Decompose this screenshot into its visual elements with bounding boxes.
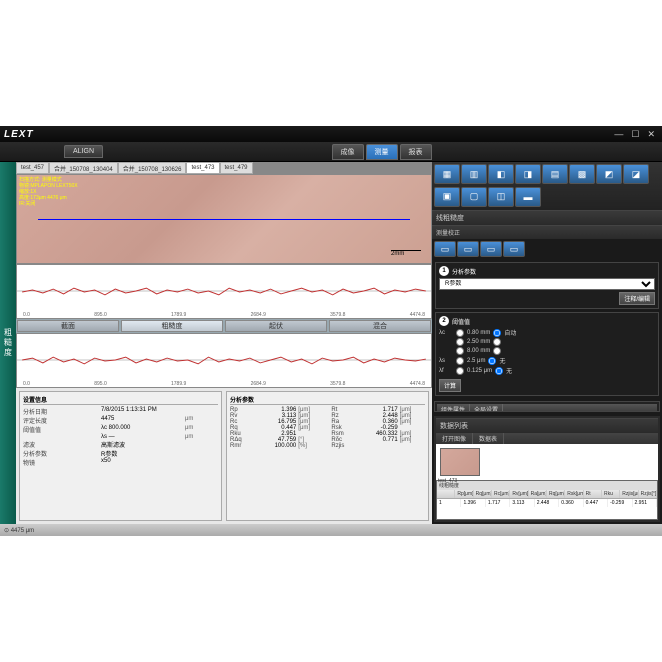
image-overlay-info: 扫描方式: 测量模式 物镜:MPLAPON LEXT50X 缩放:1X 高度:1… xyxy=(19,177,78,207)
param-select[interactable]: R参数 xyxy=(439,278,655,290)
data-tab-table[interactable]: 数据表 xyxy=(473,433,504,444)
sub-section-header: 测量校正 xyxy=(432,225,662,239)
tool-icon[interactable]: ▢ xyxy=(461,187,487,207)
scale-bar: 2mm xyxy=(391,250,421,257)
file-tabs: test_457 合并_150708_130404 合并_150708_1306… xyxy=(16,162,432,174)
tab-report[interactable]: 报表 xyxy=(400,144,432,160)
file-tab[interactable]: test_473 xyxy=(186,162,219,174)
tool-icon[interactable]: ◩ xyxy=(596,164,622,184)
table-title: 线粗糙度 xyxy=(437,481,657,490)
data-tab-images[interactable]: 打开图像 xyxy=(436,433,473,444)
tab-imaging[interactable]: 成像 xyxy=(332,144,364,160)
sub-tab-roughness[interactable]: 粗糙度 xyxy=(121,320,223,332)
tool-icon[interactable]: ◫ xyxy=(488,187,514,207)
sample-image[interactable]: 扫描方式: 测量模式 物镜:MPLAPON LEXT50X 缩放:1X 高度:1… xyxy=(16,174,432,264)
correction-tool-icon[interactable]: ▭ xyxy=(457,241,479,257)
correction-tool-icon[interactable]: ▭ xyxy=(480,241,502,257)
props-tab[interactable]: 全局设置 xyxy=(470,404,503,412)
main-toolbar: ALIGN 成像 测量 报表 xyxy=(0,142,662,162)
props-tab[interactable]: 组件属性 xyxy=(437,404,470,412)
group-threshold: 2阈值值 λc0.80 mm自动2.50 mm8.00 mmλs2.5 μm无λ… xyxy=(435,312,659,396)
tab-align[interactable]: ALIGN xyxy=(64,145,103,158)
analysis-results: 分析参数 Rp1.396[μm]Rt1.717[μm]Rv3.113[μm]Rz… xyxy=(226,391,429,521)
file-tab[interactable]: 合并_150708_130404 xyxy=(49,162,118,174)
sub-tab-mixed[interactable]: 混合 xyxy=(329,320,431,332)
tab-measure[interactable]: 测量 xyxy=(366,144,398,160)
chart-axis: 0.0895.01789.92684.93579.84474.8 xyxy=(17,312,431,318)
titlebar: LEXT — ☐ ✕ xyxy=(0,126,662,142)
bottom-info-panel: 设置信息 分析日期7/8/2015 1:13:31 PM评定长度4475μm阈值… xyxy=(16,388,432,524)
calculate-button[interactable]: 计算 xyxy=(439,379,461,392)
correction-tool-icon[interactable]: ▭ xyxy=(503,241,525,257)
tool-icon[interactable]: ◧ xyxy=(488,164,514,184)
scan-line[interactable] xyxy=(38,219,411,220)
sub-tab-section[interactable]: 截面 xyxy=(17,320,119,332)
settings-info: 设置信息 分析日期7/8/2015 1:13:31 PM评定长度4475μm阈值… xyxy=(19,391,222,521)
tool-icon[interactable]: ◨ xyxy=(515,164,541,184)
tool-icon[interactable]: ▬ xyxy=(515,187,541,207)
section-header: 线粗糙度 xyxy=(432,210,662,225)
main-area: 粗糙度 test_457 合并_150708_130404 合并_150708_… xyxy=(0,162,662,524)
data-table[interactable]: 线粗糙度 Rp[μm]Rq[μm]Rc[μm]Rv[μm]Ra[μm]Rq[μm… xyxy=(436,480,658,520)
profile-chart-top[interactable]: 0.0895.01789.92684.93579.84474.8 xyxy=(16,264,432,319)
chart-axis: 0.0895.01789.92684.93579.84474.8 xyxy=(17,381,431,387)
tool-icon[interactable]: ◪ xyxy=(623,164,649,184)
analysis-sub-tabs: 截面 粗糙度 起伏 混合 xyxy=(16,319,432,333)
tool-icon[interactable]: ▦ xyxy=(434,164,460,184)
app-logo: LEXT xyxy=(4,129,34,140)
maximize-button[interactable]: ☐ xyxy=(628,129,642,140)
minimize-button[interactable]: — xyxy=(611,129,626,140)
status-bar: ⊙ 4475 μm xyxy=(0,524,662,536)
edit-button[interactable]: 注释/编辑 xyxy=(619,292,655,305)
tool-icon[interactable]: ▣ xyxy=(434,187,460,207)
tool-icon[interactable]: ▥ xyxy=(461,164,487,184)
center-panel: test_457 合并_150708_130404 合并_150708_1306… xyxy=(16,162,432,524)
data-title: 数据列表 xyxy=(436,418,658,433)
right-panel: ▦ ▥ ◧ ◨ ▤ ▩ ◩ ◪ ▣ ▢ ◫ ▬ 线粗糙度 测量校正 ▭ ▭ ▭ … xyxy=(432,162,662,524)
tool-icon[interactable]: ▤ xyxy=(542,164,568,184)
tool-icon-grid: ▦ ▥ ◧ ◨ ▤ ▩ ◩ ◪ ▣ ▢ ◫ ▬ xyxy=(432,162,662,210)
file-tab[interactable]: 合并_150708_130626 xyxy=(118,162,187,174)
file-tab[interactable]: test_457 xyxy=(16,162,49,174)
app-window: LEXT — ☐ ✕ ALIGN 成像 测量 报表 粗糙度 test_457 合… xyxy=(0,126,662,536)
properties-panel: 组件属性 全局设置 放大倍率观察变焦图文颜色 IR xyxy=(434,401,660,412)
sub-tab-waviness[interactable]: 起伏 xyxy=(225,320,327,332)
file-tab[interactable]: test_479 xyxy=(220,162,253,174)
thumbnail[interactable] xyxy=(440,448,480,476)
close-button[interactable]: ✕ xyxy=(644,129,658,140)
group-analysis-params: 1分析参数 R参数 注释/编辑 xyxy=(435,262,659,309)
data-list-panel: 数据列表 打开图像 数据表 test_473 线粗糙度 Rp[μm]Rq[μm]… xyxy=(434,416,660,522)
correction-tool-icon[interactable]: ▭ xyxy=(434,241,456,257)
sidebar-tab-roughness[interactable]: 粗糙度 xyxy=(0,162,16,524)
tool-icon[interactable]: ▩ xyxy=(569,164,595,184)
profile-chart-bottom[interactable]: 0.0895.01789.92684.93579.84474.8 xyxy=(16,333,432,388)
